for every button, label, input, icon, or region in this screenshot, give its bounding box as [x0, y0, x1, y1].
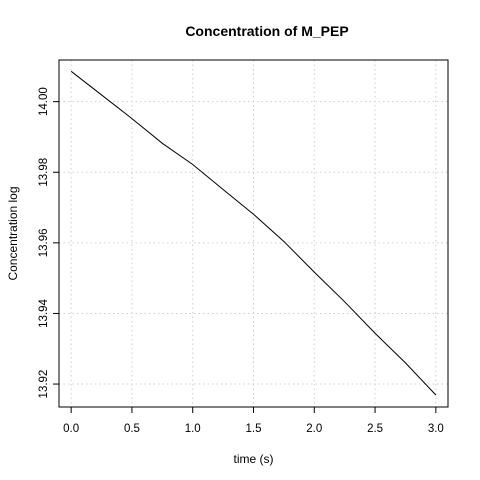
x-tick-label: 2.5 — [367, 423, 383, 435]
x-axis: 0.0 0.5 1.0 1.5 2.0 2.5 3.0 — [63, 407, 444, 435]
x-axis-label: time (s) — [234, 452, 274, 466]
y-tick-label: 13.98 — [38, 158, 50, 187]
x-tick-label: 0.0 — [63, 423, 79, 435]
x-tick-label: 3.0 — [428, 423, 444, 435]
y-tick-label: 13.94 — [38, 298, 50, 327]
y-tick-label: 13.96 — [38, 228, 50, 257]
chart-title: Concentration of M_PEP — [185, 23, 348, 39]
x-tick-label: 0.5 — [124, 423, 140, 435]
x-tick-label: 1.5 — [246, 423, 262, 435]
plot-frame — [58, 59, 449, 408]
x-tick-label: 1.0 — [185, 423, 201, 435]
y-tick-label: 14.00 — [38, 87, 50, 116]
series-line — [70, 70, 437, 396]
x-tick-label: 2.0 — [306, 423, 322, 435]
y-tick-label: 13.92 — [38, 370, 50, 399]
y-axis: 13.92 13.94 13.96 13.98 14.00 — [38, 87, 59, 398]
series-group — [70, 70, 437, 396]
y-axis-label: Concentration log — [6, 186, 20, 280]
grid-lines — [59, 60, 448, 407]
